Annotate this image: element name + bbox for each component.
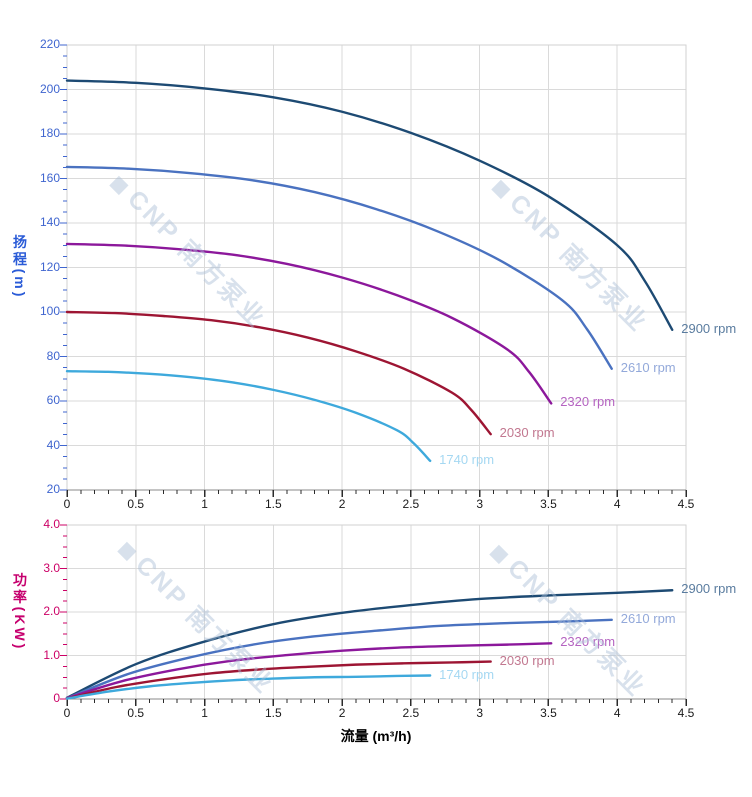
- x-tick-label: 4: [613, 497, 621, 511]
- x-tick-label: 1.5: [264, 706, 282, 720]
- x-tick-label: 0: [63, 497, 71, 511]
- curve-2030-rpm: [65, 310, 492, 436]
- curve-label-2610-rpm: 2610 rpm: [620, 610, 676, 626]
- curve-2320-rpm: [65, 642, 553, 700]
- power-axis-title: 功率(KW): [12, 572, 28, 652]
- x-tick-label: 1: [201, 497, 208, 511]
- y-tick-label: 160: [39, 170, 60, 185]
- curve-2900-rpm: [65, 79, 674, 331]
- y-tick-label: 60: [46, 393, 60, 407]
- y-tick-label: 1.0: [43, 647, 60, 662]
- curve-label-2320-rpm: 2320 rpm: [560, 394, 616, 410]
- x-tick-label: 2.5: [402, 706, 420, 720]
- curve-label-2900-rpm: 2900 rpm: [681, 581, 737, 597]
- y-tick-label: 100: [39, 304, 60, 318]
- y-tick-label: 4.0: [43, 517, 60, 531]
- curve-label-1740-rpm: 1740 rpm: [439, 451, 495, 467]
- x-tick-label: 3.5: [540, 497, 557, 511]
- x-tick-label: 3: [476, 497, 483, 511]
- curve-1740-rpm: [65, 369, 432, 463]
- x-tick-label: 0.5: [127, 706, 145, 720]
- curve-label-2900-rpm: 2900 rpm: [681, 320, 737, 336]
- curves-group-0: [65, 79, 674, 463]
- y-tick-label: 180: [39, 126, 60, 140]
- x-tick-label: 4: [613, 706, 621, 720]
- x-tick-label: 1.5: [264, 497, 282, 511]
- y-tick-label: 3.0: [43, 560, 60, 575]
- y-tick-label: 220: [39, 37, 60, 51]
- x-tick-label: 3: [476, 706, 483, 720]
- curve-2320-rpm: [65, 242, 553, 405]
- x-tick-label: 2: [338, 497, 346, 511]
- x-tick-label: 4.5: [677, 497, 695, 511]
- y-tick-label: 200: [39, 81, 60, 96]
- y-tick-label: 40: [46, 437, 60, 452]
- x-tick-label: 3.5: [540, 706, 557, 720]
- x-tick-label: 4.5: [677, 706, 695, 720]
- x-tick-label: 0: [63, 706, 71, 720]
- y-tick-label: 80: [46, 348, 60, 363]
- curve-2610-rpm: [65, 618, 613, 700]
- curve-label-2030-rpm: 2030 rpm: [499, 425, 555, 441]
- y-tick-label: 120: [39, 259, 60, 274]
- curve-label-2320-rpm: 2320 rpm: [560, 634, 616, 650]
- curve-2900-rpm: [65, 589, 674, 699]
- curves-group-1: [65, 589, 674, 700]
- x-tick-label: 1: [201, 706, 208, 720]
- grid-and-axes-0: [60, 44, 687, 497]
- curve-label-2610-rpm: 2610 rpm: [620, 359, 676, 375]
- y-tick-label: 2.0: [43, 604, 60, 618]
- curve-label-1740-rpm: 1740 rpm: [439, 666, 495, 682]
- curve-label-2030-rpm: 2030 rpm: [499, 652, 555, 668]
- x-tick-label: 2.5: [402, 497, 420, 511]
- curve-2030-rpm: [65, 660, 492, 700]
- x-tick-label: 0.5: [127, 497, 145, 511]
- y-tick-label: 140: [39, 215, 60, 229]
- y-tick-label: 0: [53, 691, 60, 705]
- flow-axis-title: 流量 (m³/h): [340, 728, 412, 744]
- curve-2610-rpm: [65, 165, 613, 370]
- head-axis-title: 扬程(m): [12, 234, 28, 300]
- x-tick-label: 2: [338, 706, 346, 720]
- y-tick-label: 20: [46, 482, 60, 496]
- grid-and-axes-1: [60, 524, 687, 706]
- curve-1740-rpm: [65, 674, 432, 700]
